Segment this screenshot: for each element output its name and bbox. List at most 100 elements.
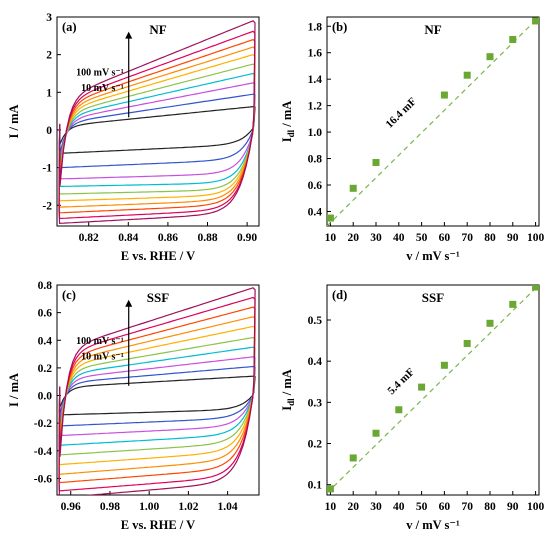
- x-tick-label: 60: [439, 501, 451, 513]
- data-point: [327, 485, 334, 493]
- y-axis-label-sub: dl: [286, 129, 296, 137]
- x-tick-label: 0.90: [237, 232, 257, 244]
- x-axis-label: v / mV s⁻¹: [406, 518, 460, 532]
- y-axis-label: Idl / mA: [280, 369, 296, 411]
- x-tick-label: 10: [325, 232, 337, 244]
- x-tick-label: 40: [393, 232, 405, 244]
- y-tick-label: 0.2: [308, 439, 323, 451]
- cv-curve-10-mv-s: [58, 375, 256, 416]
- x-tick-label: 10: [325, 501, 337, 513]
- annotation-low-rate: 10 mV s⁻¹: [81, 83, 124, 94]
- data-point: [509, 35, 517, 43]
- y-tick-label: 1.6: [308, 48, 323, 60]
- data-point: [486, 53, 494, 61]
- data-point: [463, 339, 471, 347]
- x-tick-label: 70: [461, 232, 473, 244]
- x-tick-label: 50: [416, 232, 428, 244]
- x-tick-label: 90: [507, 501, 519, 513]
- x-tick-label: 0.82: [79, 232, 99, 244]
- data-point: [440, 91, 448, 99]
- cv-curve-10-mv-s: [58, 105, 256, 154]
- x-tick-label: 1.02: [178, 501, 198, 513]
- y-tick-label: 0: [46, 125, 52, 137]
- x-axis-label: v / mV s⁻¹: [406, 249, 460, 263]
- panel-d: 10 20 30 40 50 60 70 80 90 100 0.1 0.2 0.3 0.4 0.5 v / …: [280, 284, 544, 532]
- capacitance-slope-label: 16.4 mF: [384, 95, 420, 130]
- cv-curves: [58, 287, 256, 495]
- arrow-head-icon: [125, 299, 133, 307]
- panel-c: 0.96 0.98 1.00 1.02 1.04 -0.6 -0.4 -0.2 0.0 0.2 0.…: [7, 280, 260, 532]
- panel-label: (c): [62, 288, 76, 302]
- y-tick-label: 1.4: [308, 74, 323, 86]
- data-point: [509, 300, 517, 308]
- y-tick-label: -0.6: [34, 473, 52, 485]
- y-tick-label: 0.4: [38, 335, 53, 347]
- capacitance-slope-label: 5.4 mF: [385, 366, 417, 397]
- x-tick-label: 30: [370, 501, 382, 513]
- x-tick-label: 0.88: [197, 232, 217, 244]
- x-tick-label: 30: [370, 232, 382, 244]
- y-tick-label: 0.8: [308, 154, 323, 166]
- cv-curves: [58, 20, 256, 225]
- data-point: [372, 159, 380, 167]
- cv-curve-20-mv-s: [58, 93, 256, 169]
- arrow-head-icon: [125, 31, 133, 39]
- y-tick-label: 1: [46, 87, 52, 99]
- panel-label: (a): [62, 20, 77, 34]
- annotation-low-rate: 10 mV s⁻¹: [81, 352, 124, 363]
- y-tick-label: -0.4: [34, 446, 52, 458]
- data-point: [349, 454, 357, 462]
- x-tick-label: 80: [484, 232, 496, 244]
- y-tick-label: 1.2: [308, 101, 323, 113]
- annotation-high-rate: 100 mV s⁻¹: [76, 68, 124, 79]
- y-axis-label: Idl / mA: [280, 101, 296, 143]
- x-tick-label: 40: [393, 501, 405, 513]
- data-point: [327, 214, 334, 222]
- x-tick-label: 0.98: [100, 501, 120, 513]
- y-tick-label: 0.8: [38, 280, 53, 292]
- x-tick-label: 0.86: [158, 232, 178, 244]
- x-tick-label: 80: [484, 501, 496, 513]
- y-tick-label: 0.5: [308, 315, 323, 327]
- y-tick-label: 0.4: [308, 206, 323, 218]
- x-tick-label: 70: [461, 501, 473, 513]
- y-axis-label-unit: / mA: [280, 101, 294, 130]
- x-axis-label: E vs. RHE / V: [121, 518, 195, 532]
- panel-label: (b): [332, 20, 347, 34]
- data-point: [349, 184, 357, 192]
- plot-frame: [326, 284, 540, 496]
- y-tick-label: -1: [42, 163, 52, 175]
- x-tick-label: 100: [527, 501, 545, 513]
- y-tick-label: 1.8: [308, 21, 323, 33]
- cv-curve-90-mv-s: [58, 296, 256, 492]
- cv-curve-100-mv-s: [58, 287, 256, 495]
- data-point: [463, 71, 471, 79]
- sample-name: SSF: [147, 290, 169, 305]
- sample-name: SSF: [422, 290, 444, 305]
- data-point: [532, 17, 539, 25]
- y-tick-label: 3: [46, 12, 52, 24]
- y-tick-label: 0.6: [308, 180, 323, 192]
- cv-curve-100-mv-s: [58, 20, 256, 225]
- data-point: [395, 406, 403, 414]
- plot-frame: [56, 284, 260, 496]
- y-tick-label: 2: [46, 50, 52, 62]
- x-tick-label: 50: [416, 501, 428, 513]
- data-point: [372, 429, 380, 437]
- y-axis-label-main: I: [280, 406, 294, 411]
- x-tick-label: 60: [439, 232, 451, 244]
- cv-curve-80-mv-s: [58, 306, 256, 484]
- y-tick-label: 1.0: [308, 127, 323, 139]
- y-axis-label-sub: dl: [286, 398, 296, 406]
- y-tick-label: 0.2: [38, 363, 53, 375]
- data-point: [418, 383, 426, 391]
- data-point: [532, 285, 539, 291]
- y-axis-label: I / mA: [7, 104, 21, 138]
- y-tick-label: 0.6: [38, 308, 53, 320]
- linear-fit-line: [327, 285, 539, 494]
- cv-curve-30-mv-s: [58, 82, 256, 180]
- panel-a: 0.82 0.84 0.86 0.88 0.90 -2 -1 0 1 2 3 E vs. RHE / …: [7, 12, 260, 263]
- y-tick-label: 0.4: [308, 356, 323, 368]
- annotation-high-rate: 100 mV s⁻¹: [76, 336, 124, 347]
- data-point: [486, 319, 494, 327]
